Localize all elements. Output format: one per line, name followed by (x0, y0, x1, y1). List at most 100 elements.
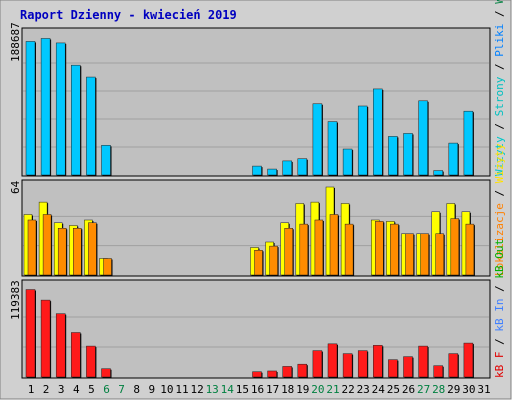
bar-kb-f-day-21 (327, 343, 338, 378)
x-tick-label: 30 (462, 383, 475, 396)
bar-lokalizacje-day-26 (405, 233, 414, 276)
legend-part: Wywołania (493, 0, 506, 4)
panel-middle: 64 Lokalizacje / Wizyty (9, 143, 506, 277)
x-tick-label: 25 (387, 383, 400, 396)
bar-kb-f-day-24 (373, 345, 383, 378)
bar-lokalizacje-day-20 (314, 219, 324, 276)
x-tick-label: 13 (206, 383, 219, 396)
bar-lokalizacje-day-4 (73, 228, 82, 276)
x-tick-label: 8 (133, 383, 140, 396)
bar-pliki-day-1 (25, 41, 36, 176)
bar-kb-f-day-17 (267, 370, 277, 378)
bar-lokalizacje-day-24 (375, 221, 384, 276)
legend-part: / (493, 57, 506, 77)
x-axis-labels: 1 2 3 4 5 6 7 8 9 10 11 12 13 14 15 16 17 18 19 20 21 22 23 24 2… (28, 383, 491, 396)
bar-kb-f-day-16 (252, 371, 262, 378)
x-tick-label: 19 (296, 383, 309, 396)
bar-pliki-day-16 (252, 165, 262, 176)
chart-title: Raport Dzienny - kwiecień 2019 (20, 8, 237, 22)
bar-pliki-day-6 (101, 145, 111, 176)
bar-pliki-day-29 (448, 142, 459, 176)
bar-lokalizacje-day-1 (27, 219, 37, 276)
bar-lokalizacje-day-16 (254, 250, 263, 276)
panel-top-legend: Wizyty / Strony / Pliki / Wywołania (493, 0, 506, 176)
bar-lokalizacje-day-22 (344, 223, 354, 276)
panel-middle-legend: Lokalizacje / Wizyty (493, 143, 506, 276)
legend-part: kB F (493, 352, 506, 379)
bar-pliki-day-27 (418, 100, 428, 176)
x-tick-label: 23 (357, 383, 370, 396)
x-tick-label: 15 (236, 383, 249, 396)
legend-part: Wizyty (493, 143, 506, 183)
x-tick-label: 6 (103, 383, 110, 396)
bar-lokalizacje-day-29 (450, 218, 460, 276)
bar-kb-f-day-5 (86, 345, 96, 378)
x-tick-label: 18 (281, 383, 294, 396)
bar-pliki-day-17 (267, 168, 277, 176)
x-tick-label: 11 (175, 383, 188, 396)
panel-bottom-legend: kB F / kB In / kB Out (493, 239, 506, 378)
x-tick-label: 22 (341, 383, 354, 396)
bar-kb-f-day-1 (25, 289, 36, 378)
legend-part: / (493, 279, 506, 299)
legend-part: / (493, 332, 506, 352)
x-tick-label: 20 (311, 383, 324, 396)
bar-lokalizacje-day-18 (284, 228, 293, 276)
bar-pliki-day-23 (357, 105, 368, 176)
bar-kb-f-day-20 (312, 350, 323, 378)
bar-kb-f-day-30 (463, 342, 474, 378)
x-tick-label: 2 (43, 383, 50, 396)
x-tick-label: 26 (402, 383, 415, 396)
bar-pliki-day-30 (463, 110, 474, 176)
bar-pliki-day-25 (388, 136, 398, 176)
x-tick-label: 17 (266, 383, 279, 396)
legend-part: kB Out (493, 239, 506, 279)
bar-lokalizacje-day-25 (390, 223, 399, 276)
x-tick-label: 29 (447, 383, 460, 396)
bar-pliki-day-5 (86, 76, 96, 176)
bar-lokalizacje-day-19 (299, 223, 309, 276)
bar-kb-f-day-25 (388, 359, 398, 378)
bar-pliki-day-3 (55, 42, 66, 176)
bar-pliki-day-22 (342, 148, 353, 176)
legend-part: Strony (493, 76, 506, 116)
bar-pliki-day-4 (71, 64, 81, 176)
x-tick-label: 5 (88, 383, 95, 396)
x-tick-label: 7 (118, 383, 125, 396)
bar-lokalizacje-day-17 (269, 245, 278, 276)
x-tick-label: 14 (221, 383, 235, 396)
bar-kb-f-day-18 (282, 366, 292, 378)
bar-kb-f-day-6 (101, 368, 111, 378)
legend-part: / (493, 4, 506, 24)
bar-kb-f-day-29 (448, 353, 459, 378)
bar-kb-f-day-19 (297, 363, 308, 378)
panel-top-max-label: 188687 (9, 22, 22, 62)
x-tick-label: 24 (372, 383, 386, 396)
legend-part: kB In (493, 299, 506, 332)
bar-pliki-day-28 (433, 170, 443, 176)
x-tick-label: 31 (477, 383, 490, 396)
x-tick-label: 16 (251, 383, 264, 396)
bar-pliki-day-26 (403, 133, 413, 176)
bar-pliki-day-18 (282, 160, 292, 176)
bar-pliki-day-20 (312, 103, 323, 176)
panel-bottom-max-label: 119383 (9, 280, 22, 320)
bar-lokalizacje-day-27 (420, 233, 429, 276)
bar-pliki-day-21 (327, 121, 338, 176)
legend-part: Wizyty (493, 136, 506, 176)
panel-middle-bars (23, 186, 489, 276)
bar-lokalizacje-day-28 (435, 233, 444, 276)
x-tick-label: 10 (160, 383, 173, 396)
bar-lokalizacje-day-6 (103, 258, 112, 276)
panel-bottom-bars (23, 289, 489, 378)
panel-top-bars (23, 38, 489, 176)
bar-lokalizacje-day-30 (465, 223, 475, 276)
bar-lokalizacje-day-3 (57, 228, 67, 276)
x-tick-label: 21 (326, 383, 339, 396)
bar-kb-f-day-26 (403, 356, 413, 378)
panel-middle-max-label: 64 (9, 180, 22, 194)
bar-lokalizacje-day-21 (329, 214, 339, 276)
x-tick-label: 9 (148, 383, 155, 396)
x-tick-label: 27 (417, 383, 430, 396)
x-tick-label: 1 (28, 383, 35, 396)
